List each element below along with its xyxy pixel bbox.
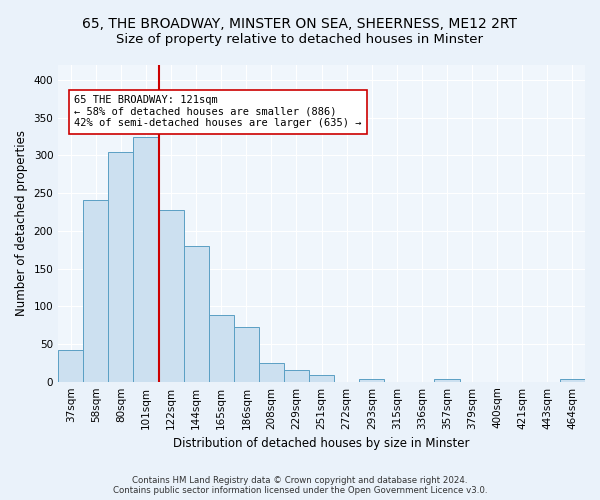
Text: Size of property relative to detached houses in Minster: Size of property relative to detached ho…: [116, 32, 484, 46]
Bar: [109, 152, 133, 382]
Bar: [58, 350, 83, 382]
X-axis label: Distribution of detached houses by size in Minster: Distribution of detached houses by size …: [173, 437, 470, 450]
Bar: [158, 210, 184, 382]
Text: 65 THE BROADWAY: 121sqm
← 58% of detached houses are smaller (886)
42% of semi-d: 65 THE BROADWAY: 121sqm ← 58% of detache…: [74, 95, 362, 128]
Text: 65, THE BROADWAY, MINSTER ON SEA, SHEERNESS, ME12 2RT: 65, THE BROADWAY, MINSTER ON SEA, SHEERN…: [83, 18, 517, 32]
Bar: [359, 378, 385, 382]
Y-axis label: Number of detached properties: Number of detached properties: [15, 130, 28, 316]
Bar: [184, 246, 209, 382]
Bar: [133, 136, 158, 382]
Text: Contains HM Land Registry data © Crown copyright and database right 2024.
Contai: Contains HM Land Registry data © Crown c…: [113, 476, 487, 495]
Bar: [284, 370, 309, 382]
Bar: [234, 328, 259, 382]
Bar: [434, 378, 460, 382]
Bar: [83, 200, 109, 382]
Bar: [309, 375, 334, 382]
Bar: [259, 363, 284, 382]
Bar: [209, 316, 234, 382]
Bar: [560, 378, 585, 382]
